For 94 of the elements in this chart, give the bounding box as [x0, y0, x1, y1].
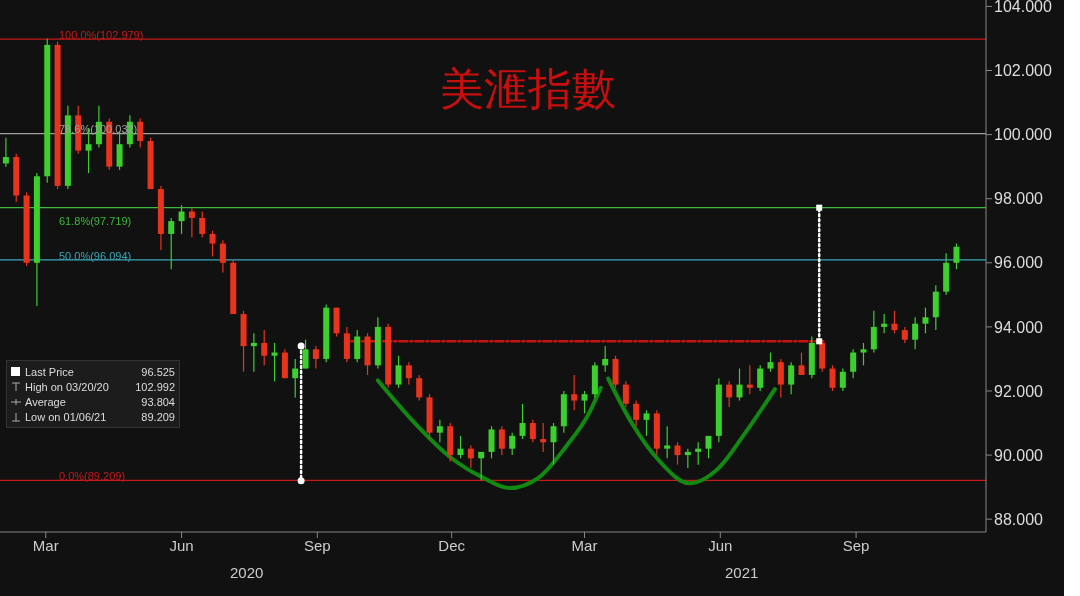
candlestick — [292, 358, 299, 398]
candlestick — [395, 355, 402, 389]
annotation: 93.804 — [141, 395, 175, 408]
x-tick-label: Jun — [708, 536, 733, 554]
candlestick — [261, 329, 268, 366]
x-tick-label: Mar — [571, 536, 598, 554]
candlestick — [777, 358, 784, 398]
candlestick — [695, 441, 702, 466]
candlestick — [178, 204, 185, 235]
candlestick — [529, 419, 536, 443]
text: 2020 — [230, 564, 264, 581]
annotation: Low on 01/06/21 — [25, 410, 108, 423]
candlestick — [436, 419, 443, 443]
candlestick — [467, 444, 474, 469]
candlestick — [302, 339, 309, 370]
candlestick — [881, 313, 888, 334]
candlestick — [953, 242, 960, 270]
candlestick — [891, 310, 898, 334]
ref-line-label: 100.0%(102.979) — [59, 28, 144, 41]
annotation: Last Price — [25, 365, 75, 378]
candlestick — [674, 441, 681, 466]
candlestick — [788, 361, 795, 395]
text: 2021 — [725, 564, 759, 581]
candlestick — [622, 380, 629, 408]
candlestick — [519, 403, 526, 440]
annotation: 89.209 — [141, 410, 175, 423]
point — [816, 204, 823, 211]
point — [297, 477, 305, 485]
candlestick — [684, 448, 691, 469]
candlestick — [839, 367, 846, 392]
candlestick — [137, 117, 144, 149]
candlestick — [860, 342, 867, 366]
y-tick-label: 102.000 — [994, 62, 1052, 80]
ref-line-label: 0.0%(89.209) — [59, 470, 126, 483]
y-tick-label: 98.000 — [994, 190, 1044, 208]
point — [816, 338, 823, 345]
candlestick — [757, 364, 764, 392]
candlestick — [633, 400, 640, 427]
candlestick — [478, 451, 485, 481]
candlestick — [312, 345, 319, 370]
candlestick — [509, 432, 516, 456]
candlestick — [354, 329, 361, 363]
candlestick — [457, 435, 464, 459]
x-tick-label: Sep — [842, 536, 870, 554]
candlestick — [209, 230, 216, 257]
candlestick — [571, 374, 578, 411]
y-tick-label: 94.000 — [994, 318, 1044, 336]
candlestick — [798, 351, 805, 376]
candlestick — [219, 239, 226, 274]
line-series — [375, 378, 603, 491]
annotation: 102.992 — [135, 380, 175, 393]
candlestick — [2, 137, 9, 168]
candlestick — [922, 307, 929, 334]
candlestick — [581, 390, 588, 415]
candlestick — [405, 361, 412, 386]
annotation: High on 03/20/20 — [25, 380, 110, 393]
line-series — [606, 376, 777, 486]
candlestick — [736, 367, 743, 402]
candlestick — [850, 348, 857, 379]
y-tick-label: 104.000 — [994, 0, 1052, 16]
ref-line-label: 61.8%(97.719) — [59, 214, 132, 227]
annotation: 96.525 — [141, 365, 175, 378]
annotation: Average — [25, 395, 67, 408]
candlestick — [250, 332, 257, 373]
y-tick-label: 96.000 — [994, 254, 1044, 272]
candlestick — [602, 345, 609, 373]
candlestick — [870, 310, 877, 354]
y-tick-label: 100.000 — [994, 126, 1052, 144]
candlestick — [540, 422, 547, 453]
candlestick — [829, 364, 836, 392]
candlestick — [271, 342, 278, 382]
candlestick — [664, 425, 671, 459]
candlestick — [498, 425, 505, 456]
candlestick — [416, 374, 423, 402]
x-tick-label: Jun — [169, 536, 194, 554]
ref-line-label: 50.0%(96.094) — [59, 249, 132, 262]
candlestick — [726, 380, 733, 408]
candlestick — [550, 422, 557, 466]
y-tick-label: 92.000 — [994, 382, 1044, 400]
candlestick — [767, 351, 774, 373]
candlestick — [488, 425, 495, 459]
candlestick — [199, 210, 206, 238]
x-tick-label: Mar — [32, 536, 59, 554]
point — [297, 342, 305, 350]
candlestick — [746, 364, 753, 395]
x-tick-label: Sep — [304, 536, 331, 554]
text: 美滙指數 — [440, 62, 616, 116]
candlestick — [168, 217, 175, 270]
candlestick — [643, 409, 650, 437]
candlestick — [912, 316, 919, 350]
x-tick-label: Dec — [438, 536, 466, 554]
y-tick-label: 90.000 — [994, 446, 1044, 464]
y-tick-label: 88.000 — [994, 510, 1044, 528]
candlestick — [188, 207, 195, 238]
